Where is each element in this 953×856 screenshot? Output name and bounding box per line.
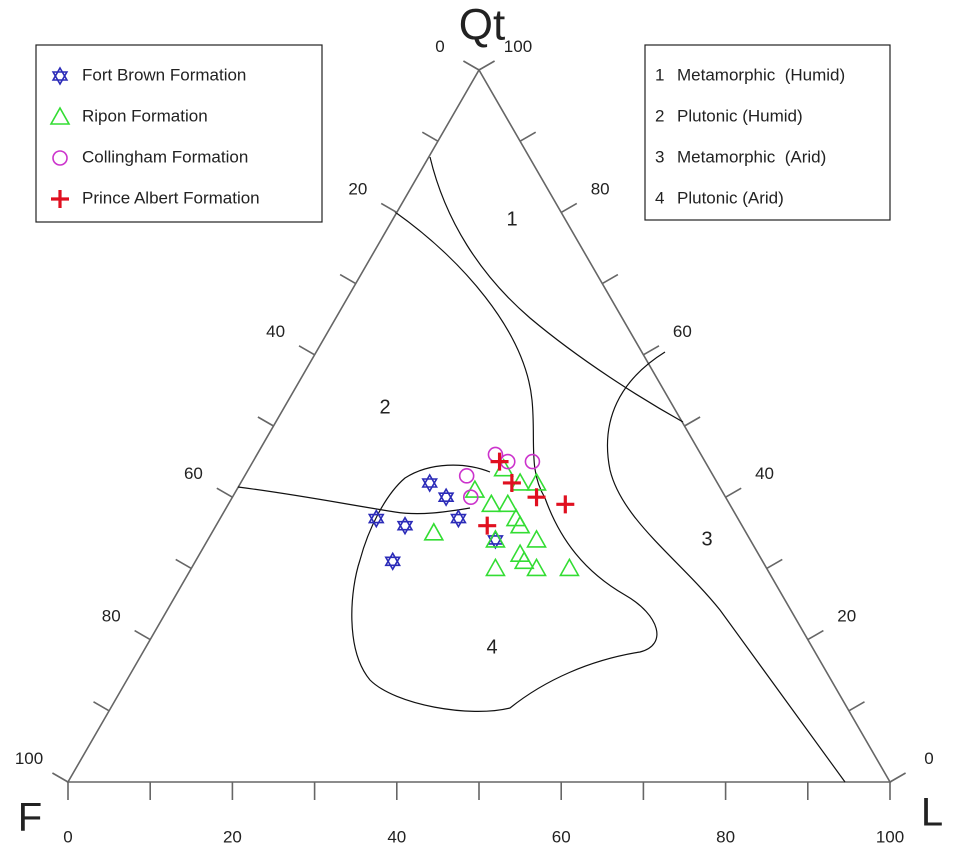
data-point <box>480 493 502 513</box>
tick-label: 0 <box>63 827 72 846</box>
tick-label: 80 <box>716 827 735 846</box>
field-key-name: Plutonic (Humid) <box>677 106 803 125</box>
tick-mark <box>298 345 316 356</box>
legend-marker <box>51 66 69 86</box>
legend-label: Prince Albert Formation <box>82 188 260 207</box>
tick-mark <box>463 60 480 71</box>
apex-label: L <box>921 791 943 835</box>
tick-mark <box>560 202 578 214</box>
data-point <box>497 493 519 513</box>
data-point <box>526 529 547 548</box>
data-point <box>478 516 497 535</box>
tick-mark <box>601 273 619 285</box>
field-boundary <box>351 211 658 712</box>
tick-mark <box>478 60 495 71</box>
field-key-number: 2 <box>655 106 664 125</box>
legend-marker <box>49 106 71 125</box>
data-point <box>423 522 445 541</box>
tick-label: 80 <box>591 179 610 198</box>
tick-mark <box>421 131 439 142</box>
field-boundary <box>237 486 471 515</box>
data-point <box>437 487 455 507</box>
data-point <box>421 473 438 493</box>
data-point <box>462 489 479 506</box>
legend-marker <box>52 150 68 166</box>
data-point <box>464 479 486 498</box>
apex-label: Qt <box>459 1 505 50</box>
data-point <box>526 557 547 577</box>
data-point <box>485 557 506 577</box>
tick-mark <box>725 487 742 498</box>
data-point <box>458 468 475 484</box>
tick-label: 60 <box>673 322 692 341</box>
tick-mark <box>807 629 824 641</box>
tick-label: 40 <box>755 464 774 483</box>
field-label: 3 <box>701 528 712 550</box>
field-boundary <box>429 156 684 423</box>
tick-mark <box>848 701 865 712</box>
field-label: 2 <box>379 396 390 418</box>
field-key-name: Plutonic (Arid) <box>677 188 784 207</box>
data-point <box>509 515 531 534</box>
data-point <box>367 509 385 529</box>
tick-mark <box>257 416 274 427</box>
tick-label: 60 <box>184 464 203 483</box>
legend-marker <box>51 190 69 208</box>
tick-label: 20 <box>348 179 367 198</box>
tick-label: 40 <box>387 827 406 846</box>
field-key-number: 4 <box>655 188 664 207</box>
data-point <box>559 557 580 577</box>
tick-mark <box>380 202 398 214</box>
field-key-number: 3 <box>655 147 664 166</box>
field-boundary <box>606 351 846 783</box>
field-label: 4 <box>486 636 497 658</box>
tick-label: 60 <box>552 827 571 846</box>
legend-box <box>35 44 323 223</box>
data-point <box>450 509 467 529</box>
field-key-name: Metamorphic (Arid) <box>677 147 826 166</box>
field-key-box <box>644 44 891 221</box>
data-point <box>524 453 541 470</box>
tick-mark <box>519 131 537 142</box>
field-key-number: 1 <box>655 65 664 84</box>
tick-mark <box>52 772 69 783</box>
tick-label: 20 <box>223 827 242 846</box>
field-label: 1 <box>506 208 517 230</box>
tick-mark <box>684 416 701 427</box>
tick-label: 40 <box>266 322 285 341</box>
tick-mark <box>175 558 192 570</box>
tick-mark <box>93 701 110 712</box>
legend-label: Ripon Formation <box>82 106 208 125</box>
data-point <box>556 495 575 514</box>
field-key-name: Metamorphic (Humid) <box>677 65 845 84</box>
tick-label: 100 <box>504 37 532 56</box>
tick-mark <box>216 487 233 498</box>
tick-label: 20 <box>837 607 856 626</box>
legend-label: Fort Brown Formation <box>82 65 246 84</box>
legend-label: Collingham Formation <box>82 147 248 166</box>
apex-label: F <box>18 796 42 840</box>
tick-label: 100 <box>876 827 904 846</box>
tick-mark <box>766 558 783 570</box>
data-point <box>513 550 535 570</box>
tick-mark <box>339 273 357 285</box>
data-point <box>384 551 401 571</box>
tick-label: 0 <box>924 749 933 768</box>
data-point <box>396 516 414 536</box>
data-point <box>490 452 509 471</box>
data-point <box>502 473 521 492</box>
tick-label: 100 <box>15 749 43 768</box>
data-point <box>485 529 506 548</box>
data-point <box>527 488 546 507</box>
tick-mark <box>643 345 660 356</box>
tick-mark <box>134 629 151 641</box>
tick-label: 0 <box>435 37 444 56</box>
tick-mark <box>889 772 906 783</box>
tick-label: 80 <box>102 607 121 626</box>
